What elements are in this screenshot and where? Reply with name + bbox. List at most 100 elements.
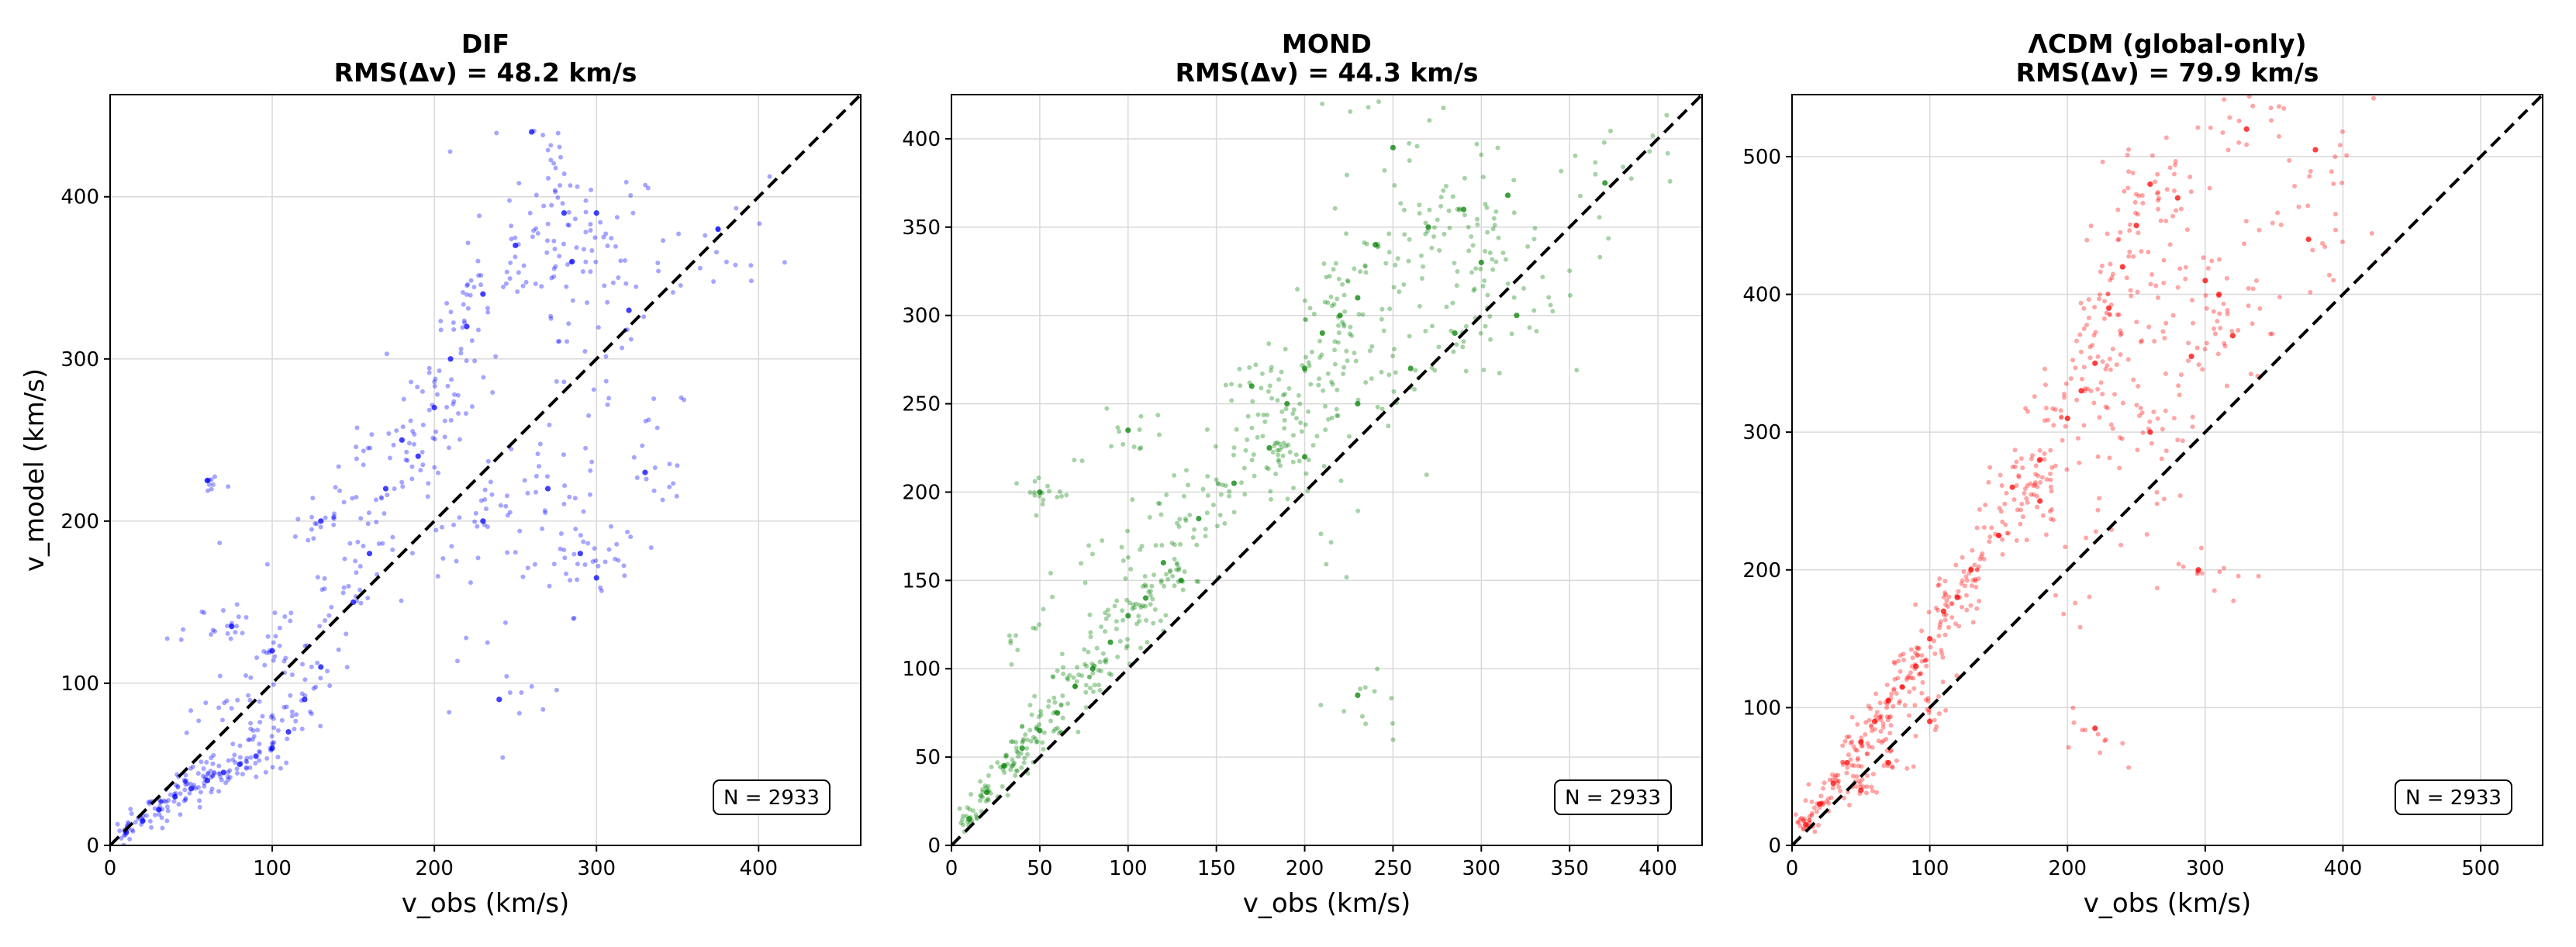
data-point-density: [1807, 817, 1812, 823]
data-point-density: [2333, 227, 2338, 233]
data-point-density: [2095, 354, 2101, 359]
data-point-density: [331, 511, 337, 517]
data-point-density: [2131, 254, 2136, 259]
data-point-density: [1942, 590, 1948, 596]
data-point-density: [1389, 696, 1394, 701]
data-point-density: [247, 737, 252, 742]
data-point-density: [547, 583, 552, 589]
data-point-density: [551, 274, 557, 279]
data-point-density: [403, 457, 409, 462]
data-point-density: [1407, 158, 1412, 164]
data-point-density: [208, 768, 213, 773]
data-point-density: [2329, 169, 2334, 175]
data-point-density: [331, 522, 337, 527]
data-point-density: [1880, 724, 1886, 730]
data-point-density: [2105, 291, 2111, 296]
data-point-density: [539, 284, 544, 289]
data-point-density: [1866, 717, 1872, 723]
data-point-density: [1272, 443, 1277, 448]
x-axis-label: v_obs (km/s): [2084, 888, 2252, 919]
data-point-density: [482, 522, 487, 527]
data-point-density: [623, 281, 629, 286]
data-point-density: [1086, 543, 1092, 548]
data-point-density: [2160, 329, 2166, 334]
data-point-density: [1155, 500, 1161, 506]
data-point-density: [365, 521, 371, 527]
data-point-density: [2107, 455, 2112, 461]
data-point-density: [1352, 351, 1357, 356]
data-point-density: [127, 836, 133, 842]
data-point-density: [1304, 317, 1309, 323]
data-point-density: [545, 147, 551, 153]
data-point-density: [1944, 598, 1949, 603]
data-point-density: [1353, 358, 1359, 364]
data-point-density: [1009, 763, 1014, 769]
y-tick-label: 100: [60, 672, 99, 696]
data-point-density: [318, 524, 323, 530]
data-point-density: [1138, 605, 1144, 610]
data-point-density: [326, 613, 332, 618]
data-point-density: [1170, 573, 1176, 579]
data-point-density: [546, 175, 551, 181]
data-point-density: [570, 298, 575, 303]
data-point-density: [1386, 372, 1392, 378]
data-point-density: [1341, 371, 1346, 376]
data-point-density: [225, 624, 230, 629]
data-point-density: [1022, 755, 1027, 761]
data-point-density: [1290, 459, 1296, 465]
chart-subtitle: RMS(Δv) = 48.2 km/s: [334, 57, 637, 88]
data-point: [237, 761, 243, 768]
data-point: [715, 226, 721, 233]
data-point-density: [1946, 594, 1952, 600]
data-point-density: [2156, 206, 2161, 212]
data-point-density: [229, 623, 234, 628]
data-point-density: [1877, 700, 1883, 706]
data-point-density: [1880, 721, 1886, 727]
data-point-density: [1143, 583, 1148, 589]
data-point-density: [1511, 295, 1517, 300]
data-point-density: [979, 786, 985, 792]
data-point-density: [1013, 745, 1019, 751]
data-point-density: [1981, 525, 1987, 531]
data-point-density: [1178, 541, 1183, 547]
data-point-density: [1223, 382, 1228, 388]
data-point-density: [1935, 607, 1941, 613]
data-point-density: [1423, 220, 1428, 226]
data-point-density: [1155, 413, 1161, 418]
data-point-density: [1303, 422, 1308, 427]
data-point-density: [430, 403, 435, 408]
data-point-density: [543, 510, 548, 516]
data-point-density: [461, 318, 467, 323]
data-point-density: [1267, 383, 1272, 389]
data-point-density: [187, 790, 192, 796]
data-point-density: [1327, 274, 1332, 279]
data-point-density: [1964, 607, 1970, 613]
data-point-density: [451, 522, 457, 527]
axes-frame: [109, 94, 862, 846]
data-point-density: [1932, 728, 1938, 733]
data-point-density: [1913, 734, 1918, 739]
data-point-density: [1176, 524, 1182, 530]
data-point-density: [279, 717, 285, 723]
data-point-density: [505, 513, 510, 518]
data-point-density: [225, 774, 230, 779]
data-point-density: [265, 634, 271, 639]
chart-title: DIF: [461, 29, 509, 59]
data-point-density: [2176, 562, 2181, 567]
data-point-density: [2088, 223, 2094, 229]
data-point-density: [2222, 340, 2227, 346]
data-point-density: [2276, 133, 2281, 139]
data-point-density: [1276, 452, 1281, 458]
data-point-density: [1076, 672, 1081, 677]
data-point-density: [1874, 710, 1880, 715]
data-point-density: [1887, 731, 1893, 736]
data-point-density: [1920, 679, 1925, 685]
data-point-density: [1436, 344, 1442, 350]
data-point-density: [1106, 613, 1111, 618]
data-point-density: [997, 764, 1003, 769]
data-point: [1602, 180, 1608, 186]
data-point-density: [2020, 514, 2025, 520]
data-point: [1425, 224, 1431, 230]
data-point-density: [1291, 407, 1297, 413]
data-point-density: [1012, 760, 1017, 766]
